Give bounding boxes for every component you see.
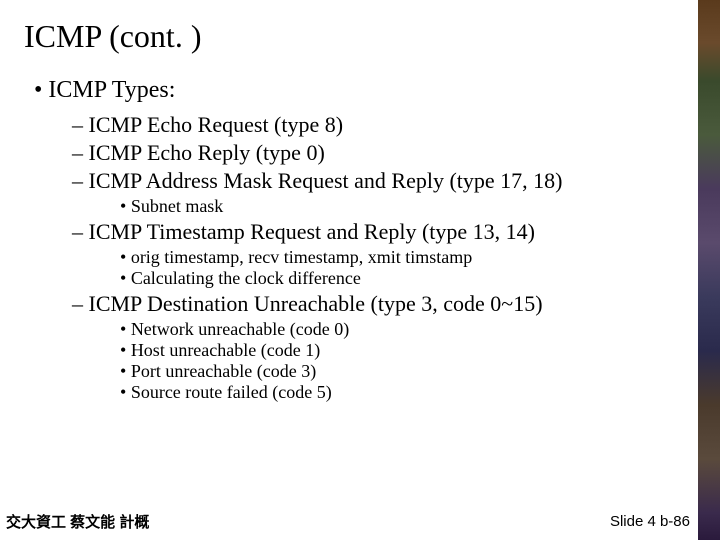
decorative-side-band: [698, 0, 720, 540]
bullet-lvl2: ICMP Timestamp Request and Reply (type 1…: [72, 219, 686, 245]
bullet-lvl2: ICMP Address Mask Request and Reply (typ…: [72, 168, 686, 194]
bullet-lvl3: Calculating the clock difference: [120, 268, 686, 289]
bullet-lvl3: Subnet mask: [120, 196, 686, 217]
footer-left: 交大資工 蔡文能 計概: [6, 511, 149, 532]
slide-title: ICMP (cont. ): [24, 18, 686, 55]
bullet-lvl2: ICMP Echo Request (type 8): [72, 112, 686, 138]
bullet-lvl2: ICMP Echo Reply (type 0): [72, 140, 686, 166]
slide-body: ICMP (cont. ) ICMP Types: ICMP Echo Requ…: [0, 0, 698, 540]
slide-number: Slide 4 b-86: [610, 513, 690, 530]
bullet-lvl3: Host unreachable (code 1): [120, 340, 686, 361]
bullet-lvl3: Port unreachable (code 3): [120, 361, 686, 382]
bullet-lvl3: Network unreachable (code 0): [120, 319, 686, 340]
bullet-lvl2: ICMP Destination Unreachable (type 3, co…: [72, 291, 686, 317]
bullet-lvl3: orig timestamp, recv timestamp, xmit tim…: [120, 247, 686, 268]
bullet-lvl1: ICMP Types:: [34, 77, 686, 104]
bullet-lvl3: Source route failed (code 5): [120, 382, 686, 403]
